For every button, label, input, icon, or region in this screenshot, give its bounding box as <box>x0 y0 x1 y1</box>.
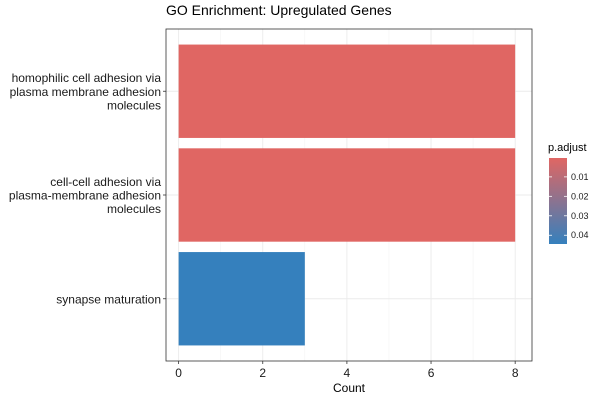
x-tick-label: 0 <box>175 366 182 380</box>
legend-tick-label: 0.03 <box>571 211 589 221</box>
bars <box>178 44 516 346</box>
legend-ticks: 0.01 0.02 0.03 0.04 <box>549 172 589 240</box>
category-label: homophilic cell adhesion via <box>12 71 162 85</box>
x-tick-label: 8 <box>512 366 519 380</box>
legend: p.adjust 0.01 0.02 0.03 0.04 <box>548 142 589 244</box>
chart-title: GO Enrichment: Upregulated Genes <box>166 2 392 18</box>
plot-panel <box>165 28 533 362</box>
legend-colorbar <box>549 158 567 244</box>
bar <box>178 44 516 138</box>
category-label: plasma-membrane adhesion <box>9 189 161 203</box>
x-axis-title: Count <box>333 381 366 395</box>
x-axis: 0 2 4 6 8 <box>175 361 519 380</box>
legend-title: p.adjust <box>548 142 587 154</box>
x-tick-label: 2 <box>259 366 266 380</box>
bar <box>178 148 516 242</box>
category-label: synapse maturation <box>56 292 161 306</box>
legend-tick-label: 0.02 <box>571 191 589 201</box>
category-label: cell-cell adhesion via <box>50 175 161 189</box>
category-label: plasma membrane adhesion <box>10 85 161 99</box>
legend-tick-label: 0.04 <box>571 230 589 240</box>
x-tick-label: 4 <box>344 366 351 380</box>
category-label: molecules <box>107 202 161 216</box>
x-tick-label: 6 <box>428 366 435 380</box>
bar <box>178 252 305 346</box>
legend-tick-label: 0.01 <box>571 172 589 182</box>
category-label: molecules <box>107 98 161 112</box>
